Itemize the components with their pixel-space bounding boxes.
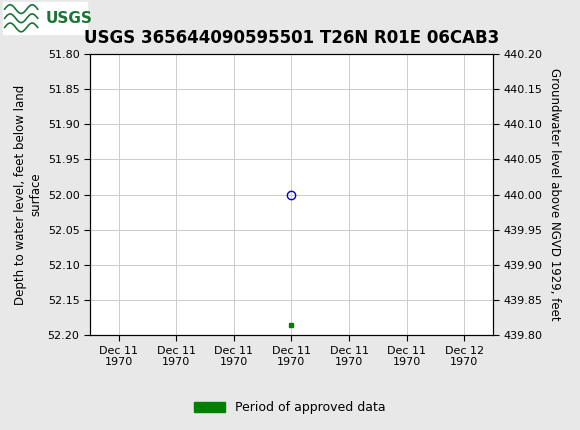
Legend: Period of approved data: Period of approved data bbox=[189, 396, 391, 419]
FancyBboxPatch shape bbox=[3, 2, 87, 34]
Y-axis label: Groundwater level above NGVD 1929, feet: Groundwater level above NGVD 1929, feet bbox=[548, 68, 561, 321]
Y-axis label: Depth to water level, feet below land
surface: Depth to water level, feet below land su… bbox=[14, 84, 42, 305]
Text: USGS: USGS bbox=[45, 11, 92, 26]
Title: USGS 365644090595501 T26N R01E 06CAB3: USGS 365644090595501 T26N R01E 06CAB3 bbox=[84, 29, 499, 46]
